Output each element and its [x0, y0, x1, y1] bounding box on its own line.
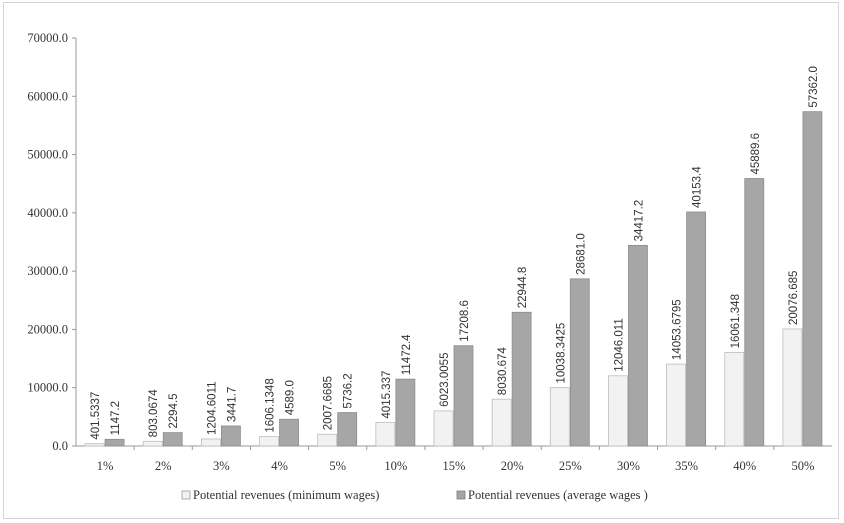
x-tick-label: 35%	[675, 459, 698, 473]
bar-minimum-wages	[491, 398, 512, 447]
data-label: 22944.8	[517, 267, 529, 309]
data-label: 14053.6795	[672, 299, 684, 360]
data-label: 2007.6685	[323, 376, 335, 430]
bar-minimum-wages	[200, 438, 221, 447]
data-label: 12046.011	[613, 318, 625, 372]
legend-swatch	[181, 490, 191, 500]
x-tick-label: 2%	[155, 459, 172, 473]
data-label: 5736.2	[343, 373, 355, 408]
bar-average-wages	[395, 378, 416, 447]
data-label: 28681.0	[575, 233, 587, 275]
data-label: 4589.0	[285, 380, 297, 415]
x-tick-label: 10%	[384, 459, 407, 473]
x-tick-label: 1%	[97, 459, 114, 473]
data-label: 45889.6	[750, 133, 762, 175]
bar-average-wages	[744, 178, 765, 447]
y-tick-label: 70000.0	[27, 31, 68, 45]
x-tick-label: 3%	[213, 459, 230, 473]
data-label: 2294.5	[168, 393, 180, 428]
legend-label: Potential revenues (minimum wages)	[193, 488, 379, 502]
bar-average-wages	[279, 418, 299, 447]
x-tick-label: 25%	[559, 459, 582, 473]
bar-average-wages	[569, 278, 590, 447]
bar-average-wages	[337, 412, 358, 447]
data-label: 57362.0	[808, 66, 820, 108]
bar-average-wages	[162, 432, 183, 447]
data-label: 1204.6011	[206, 381, 218, 435]
bar-minimum-wages	[724, 351, 745, 447]
data-label: 11472.4	[401, 334, 413, 375]
data-label: 8030.674	[497, 347, 509, 396]
data-label: 6023.0055	[439, 353, 451, 407]
data-label: 4015.337	[381, 371, 393, 419]
x-tick-label: 5%	[329, 459, 346, 473]
x-tick-label: 50%	[791, 459, 814, 473]
data-label: 1147.2	[110, 401, 122, 435]
x-tick-label: 20%	[501, 459, 524, 473]
data-label: 40153.4	[692, 166, 704, 208]
y-tick-label: 50000.0	[27, 148, 68, 162]
data-label: 401.5337	[90, 392, 102, 440]
data-label: 17208.6	[459, 300, 471, 342]
x-tick-label: 40%	[733, 459, 756, 473]
y-tick-label: 0.0	[52, 439, 68, 453]
legend-swatch	[456, 490, 466, 500]
bar-minimum-wages	[375, 422, 396, 447]
bar-minimum-wages	[549, 387, 570, 447]
bar-average-wages	[104, 438, 125, 447]
bar-minimum-wages	[608, 375, 628, 447]
bar-minimum-wages	[84, 443, 105, 447]
bar-minimum-wages	[317, 433, 338, 447]
bar-average-wages	[628, 244, 648, 447]
x-tick-label: 4%	[271, 459, 288, 473]
y-tick-label: 40000.0	[27, 206, 68, 220]
bar-minimum-wages	[666, 363, 687, 447]
data-label: 1606.1348	[265, 378, 277, 432]
bar-minimum-wages	[259, 436, 279, 447]
data-label: 16061.348	[730, 294, 742, 348]
data-label: 10038.3425	[555, 323, 567, 384]
x-tick-label: 15%	[443, 459, 466, 473]
bar-average-wages	[686, 211, 707, 447]
y-tick-label: 30000.0	[27, 264, 68, 278]
bar-average-wages	[511, 311, 532, 447]
bar-minimum-wages	[782, 328, 803, 447]
bar-average-wages	[802, 111, 823, 447]
bar-average-wages	[220, 425, 241, 447]
bar-average-wages	[453, 345, 474, 447]
y-tick-label: 10000.0	[27, 381, 68, 395]
bar-minimum-wages	[433, 410, 454, 447]
legend-label: Potential revenues (average wages )	[468, 488, 648, 502]
data-label: 20076.685	[788, 271, 800, 325]
data-label: 803.0674	[148, 389, 160, 438]
y-tick-label: 60000.0	[27, 89, 68, 103]
data-label: 34417.2	[633, 200, 645, 242]
data-label: 3441.7	[226, 387, 238, 422]
x-tick-label: 30%	[617, 459, 640, 473]
bar-minimum-wages	[142, 440, 163, 447]
y-tick-label: 20000.0	[27, 322, 68, 336]
